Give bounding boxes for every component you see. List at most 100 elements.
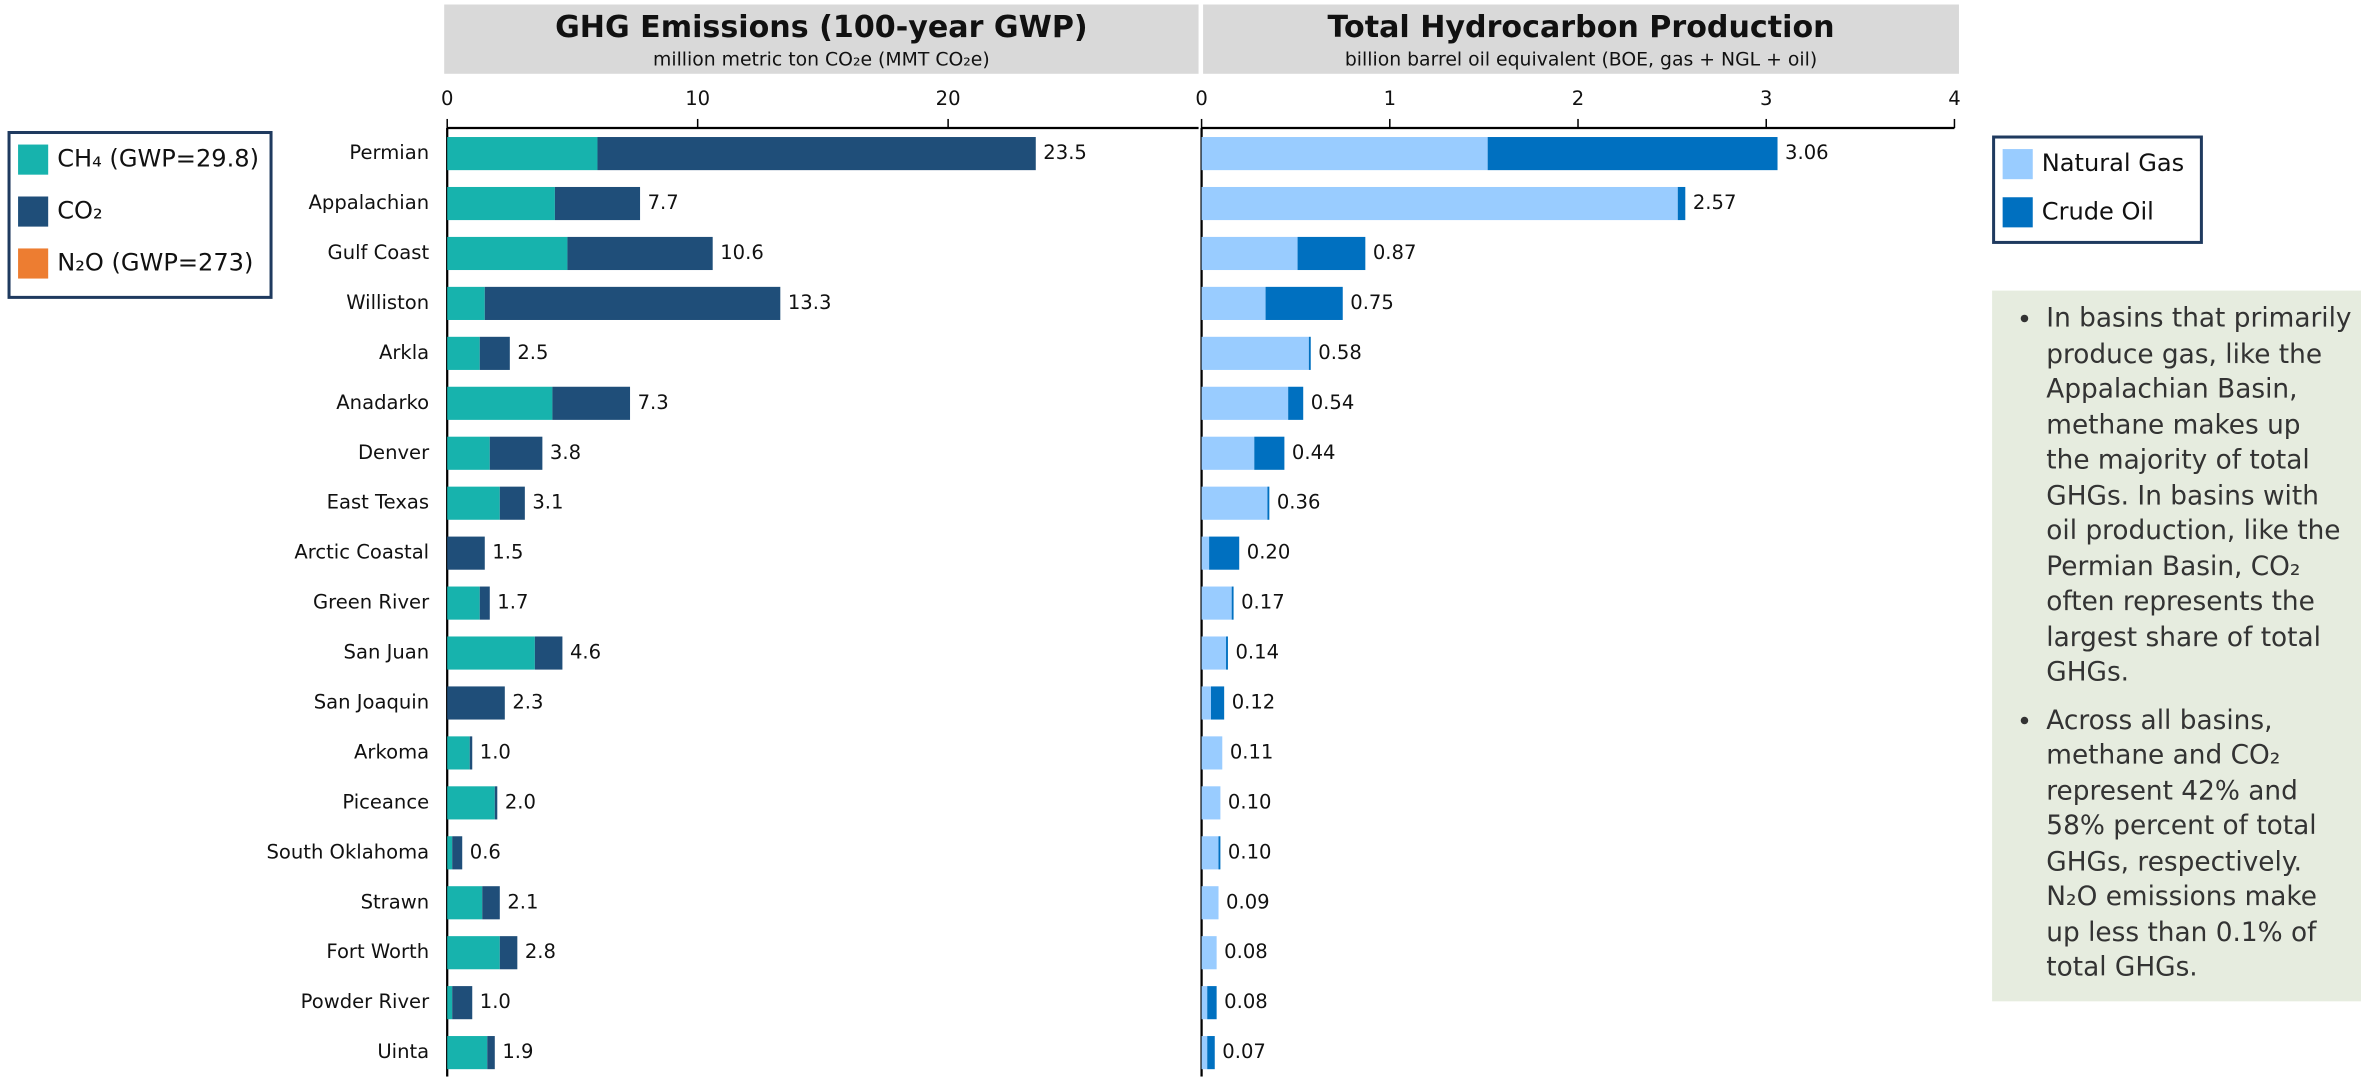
bar-segment [1201,137,1488,171]
bar-segment [469,736,473,770]
total-label: 2.5 [517,341,548,364]
y-tick-label: San Joaquin [314,690,429,713]
x-tick-label: 2 [1572,87,1584,110]
bar-segment [1201,486,1268,520]
bar-segment [1201,436,1255,470]
bar-segment [447,736,470,770]
bar-segment [1267,486,1270,520]
bar-segment [1201,186,1678,221]
chart-title: Total Hydrocarbon Production [1327,10,1834,45]
total-label: 0.08 [1224,940,1268,963]
total-label: 4.6 [570,641,601,664]
y-tick-label: Arkla [379,341,429,364]
legend-label: Crude Oil [2042,197,2154,225]
bar-segment [499,936,518,970]
total-label: 0.10 [1228,790,1272,813]
bar-segment [447,1036,488,1070]
bar-segment [1677,186,1686,221]
bar-segment [1218,836,1221,870]
x-tick-label: 4 [1948,87,1960,110]
bar-segment [447,436,490,470]
chart-title: GHG Emissions (100-year GWP) [555,10,1088,45]
bar-segment [479,336,510,370]
bar-segment [447,786,495,820]
bar-segment [447,536,485,570]
bar-segment [447,386,553,420]
bar-segment [1201,336,1309,370]
bar-segment [1201,686,1211,720]
bar-segment [1265,286,1343,320]
total-label: 0.6 [470,840,501,863]
y-tick-label: Piceance [342,790,429,813]
bar-segment [1308,336,1311,370]
note-bullet: Across all basins, methane and CO₂ repre… [2046,704,2352,987]
legend-box [7,130,273,299]
bar-segment [447,486,500,520]
y-tick-label: Permian [349,141,429,164]
bar-segment [1201,836,1219,870]
note-bullet: In basins that primarily produce gas, li… [2046,303,2352,692]
bar-segment [567,236,713,271]
x-tick-label: 3 [1760,87,1772,110]
x-tick-label: 0 [1195,87,1207,110]
x-tick-label: 0 [441,87,453,110]
bar-segment [1201,386,1289,420]
bar-segment [499,486,525,520]
bar-segment [1231,586,1234,620]
bar-segment [452,836,463,870]
y-tick-label: Uinta [377,1040,429,1063]
y-tick-label: Denver [358,441,430,464]
bar-segment [1487,137,1778,171]
y-tick-label: San Juan [344,641,430,664]
bar-segment [1201,586,1232,620]
total-label: 7.3 [638,391,669,414]
total-label: 3.8 [550,441,581,464]
total-label: 2.1 [507,890,538,913]
bar-segment [447,636,535,670]
bar-segment [1297,236,1366,271]
bar-segment [447,286,485,320]
bar-segment [1201,636,1227,670]
bar-segment [447,986,453,1020]
total-label: 7.7 [648,191,679,214]
bar-segment [1210,686,1225,720]
bar-segment [447,836,453,870]
legend-swatch [2002,197,2033,228]
total-label: 3.1 [532,491,563,514]
bar-segment [452,986,473,1020]
legend-label: N₂O (GWP=273) [57,249,253,277]
note-box: In basins that primarily produce gas, li… [1992,290,2361,1002]
bar-segment [1207,986,1217,1020]
bar-segment [1201,736,1223,770]
total-label: 1.0 [480,990,511,1013]
y-tick-label: Arkoma [354,740,429,763]
bar-segment [447,936,500,970]
header-box [1203,4,1959,74]
total-label: 13.3 [788,291,832,314]
total-label: 1.7 [497,591,528,614]
bar-segment [489,436,543,470]
chart-subtitle: billion barrel oil equivalent (BOE, gas … [1345,50,1817,71]
legend-label: Natural Gas [2042,149,2184,177]
x-tick-label: 1 [1384,87,1396,110]
bar-segment [597,137,1036,171]
bar-segment [482,886,500,920]
total-label: 0.54 [1311,391,1355,414]
legend-label: CH₄ (GWP=29.8) [57,145,259,173]
y-tick-label: Green River [313,591,430,614]
bar-segment [484,286,781,320]
bar-segment [447,336,480,370]
note-list: In basins that primarily produce gas, li… [2013,303,2352,987]
total-label: 0.08 [1224,990,1268,1013]
total-label: 2.0 [505,790,536,813]
y-tick-label: Powder River [301,990,430,1013]
bar-segment [447,586,480,620]
total-label: 0.10 [1228,840,1272,863]
legend-swatch [2002,149,2033,180]
bar-segment [552,386,631,420]
header-box [444,4,1199,74]
total-label: 23.5 [1043,141,1087,164]
bar-segment [494,786,498,820]
bar-segment [447,686,505,720]
